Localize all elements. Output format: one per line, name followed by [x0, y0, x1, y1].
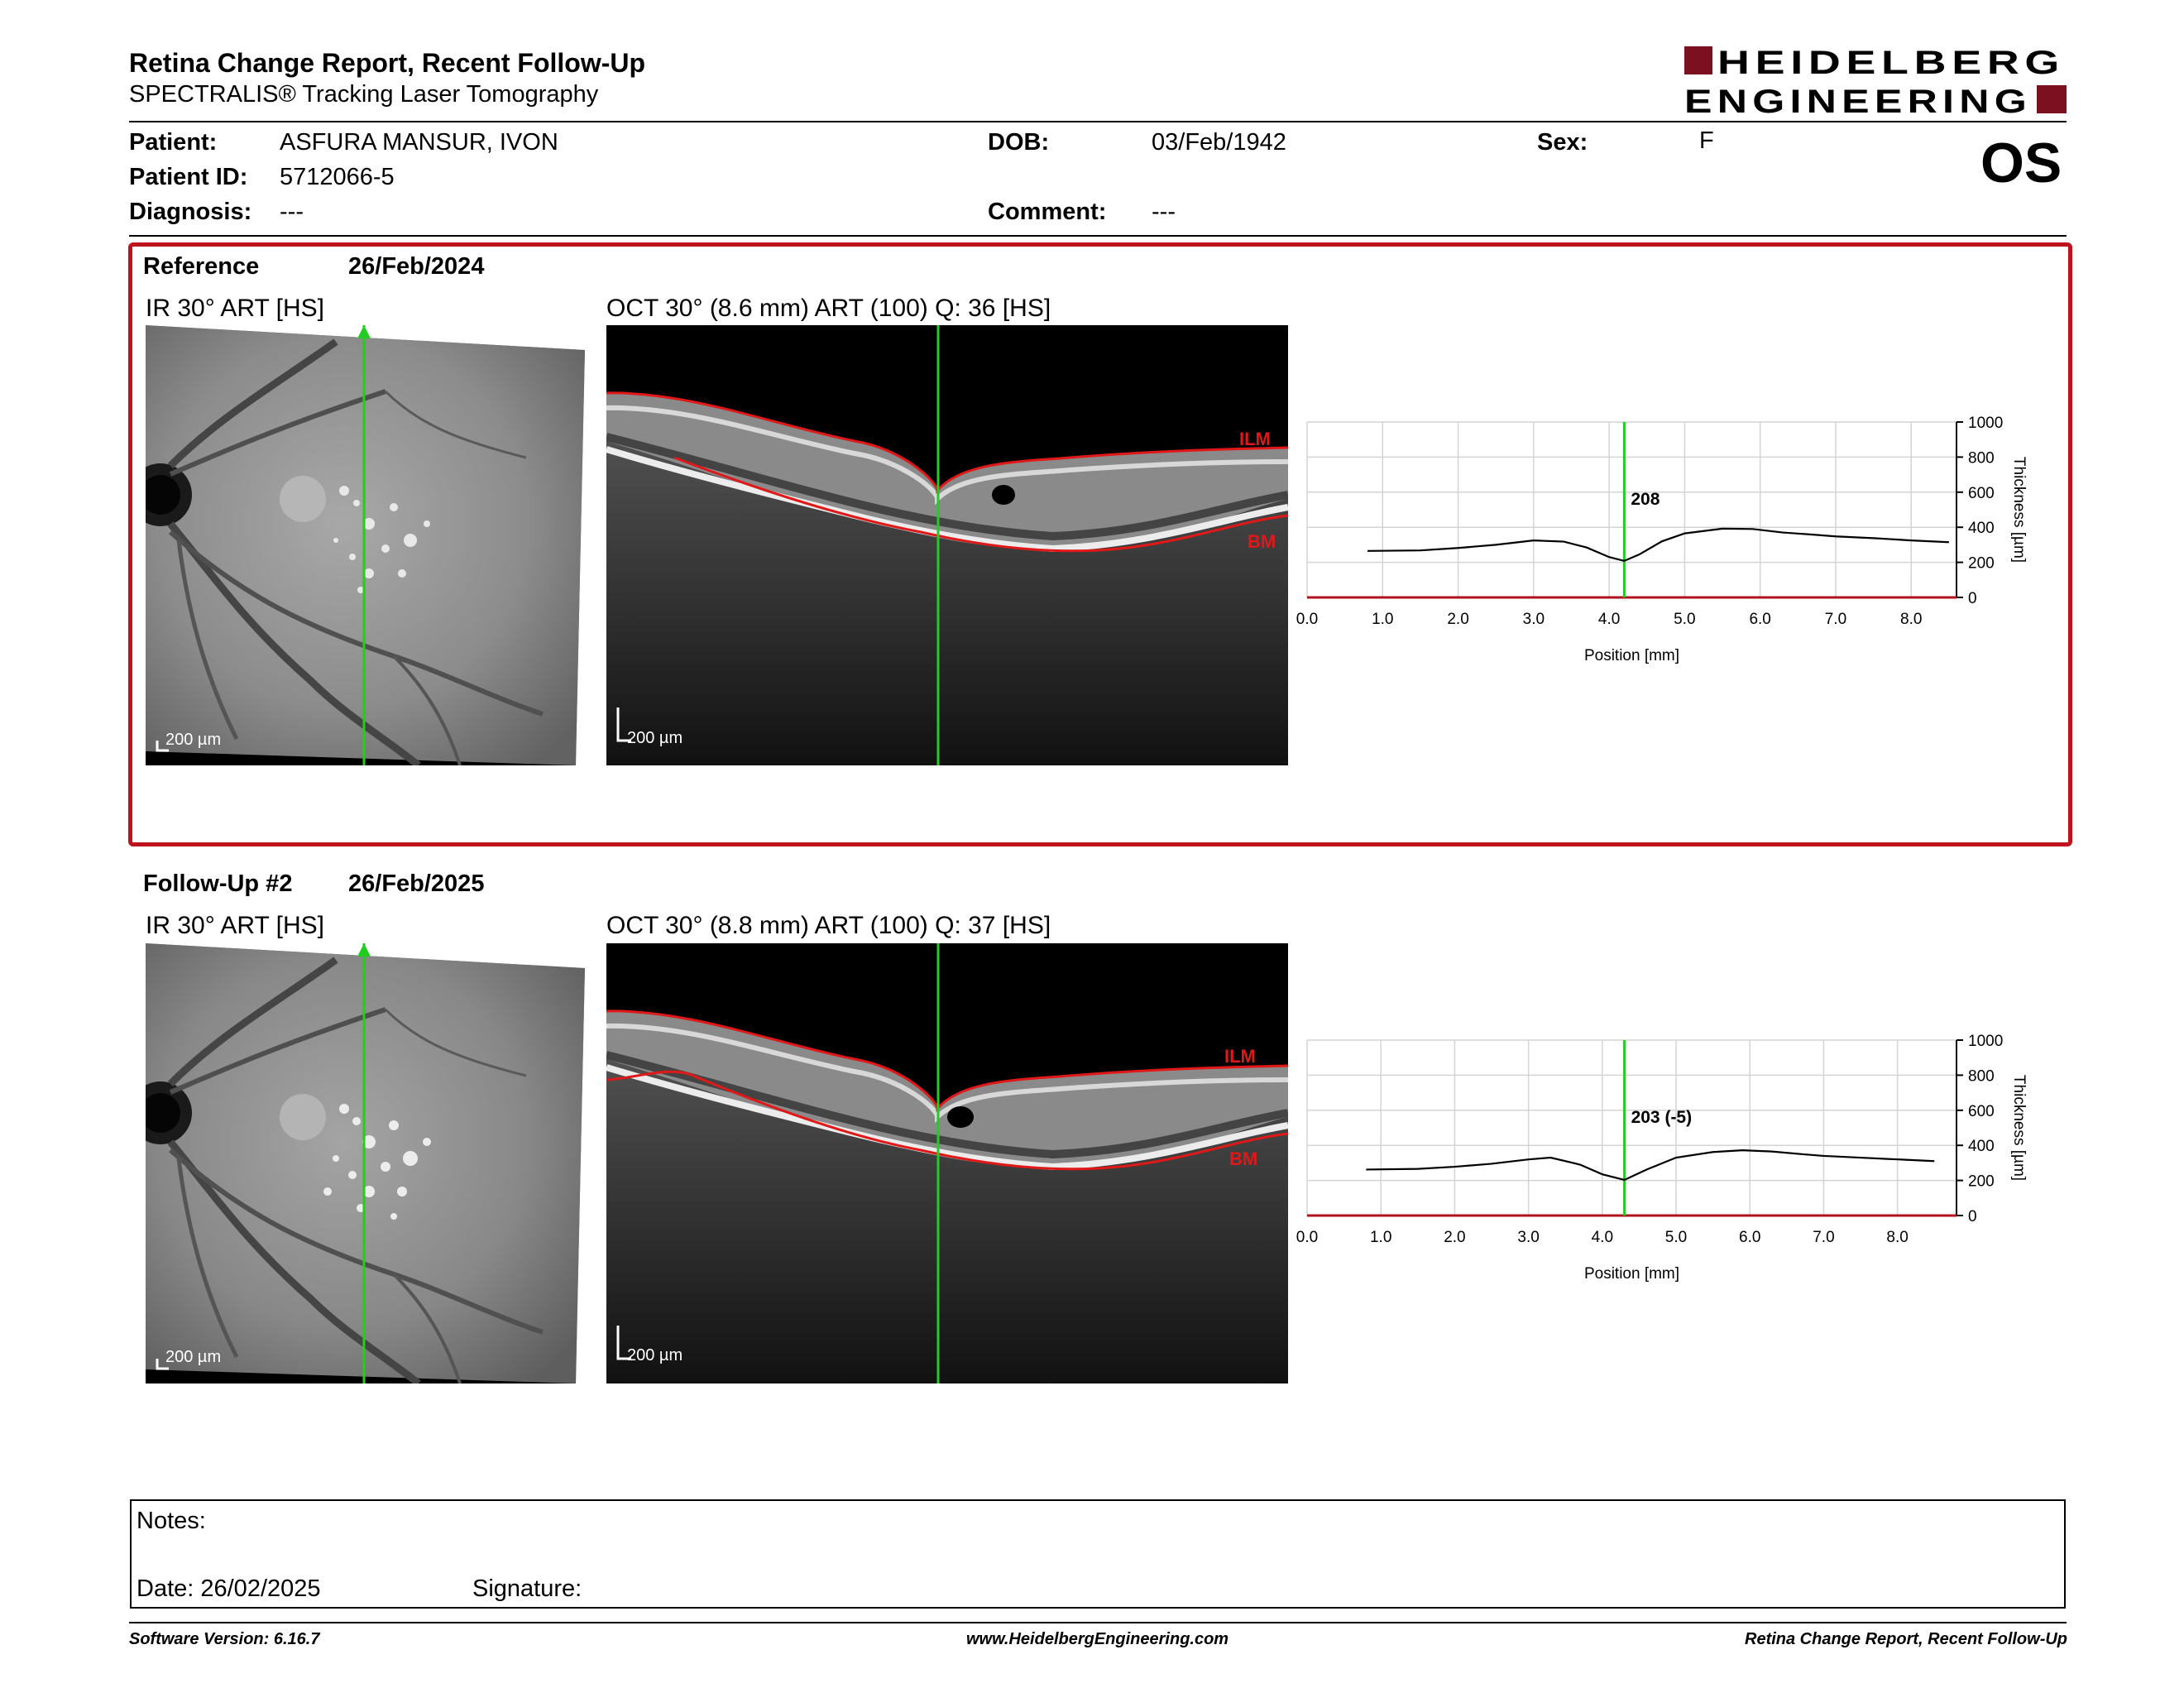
x-tick-label: 0.0 — [1296, 611, 1318, 628]
y-tick-label: 200 — [1968, 555, 1995, 573]
x-tick-label: 4.0 — [1592, 1229, 1613, 1246]
dob-value: 03/Feb/1942 — [1152, 129, 1286, 156]
x-tick-label: 1.0 — [1372, 611, 1393, 628]
footer-report-name: Retina Change Report, Recent Follow-Up — [1745, 1630, 2068, 1648]
x-tick-label: 1.0 — [1370, 1229, 1391, 1246]
y-tick-label: 400 — [1968, 1138, 1995, 1155]
reference-oct-scale-bar: 200 µm — [627, 729, 683, 747]
reference-oct-image[interactable] — [606, 325, 1288, 765]
reference-bm-label: BM — [1248, 531, 1276, 552]
y-tick-label: 200 — [1968, 1173, 1995, 1191]
comment-label: Comment: — [988, 199, 1107, 225]
dob-label: DOB: — [988, 129, 1050, 156]
reference-ir-scale-bar: 200 µm — [165, 731, 222, 749]
reference-label: Reference — [143, 253, 260, 280]
y-tick-label: 400 — [1968, 520, 1995, 537]
y-tick-label: 1000 — [1968, 1033, 2003, 1050]
svg-text:HEIDELBERG: HEIDELBERG — [1717, 45, 2065, 81]
followup-date: 26/Feb/2025 — [348, 870, 485, 897]
y-tick-label: 800 — [1968, 1067, 1995, 1085]
svg-text:ENGINEERING: ENGINEERING — [1684, 84, 2032, 116]
sex-label: Sex: — [1537, 129, 1588, 156]
x-tick-label: 2.0 — [1444, 1229, 1465, 1246]
y-tick-label: 0 — [1968, 1208, 1977, 1225]
followup-bm-label: BM — [1229, 1149, 1258, 1169]
patient-name-label: Patient: — [129, 129, 218, 156]
followup-oct-scale-bar: 200 µm — [627, 1346, 683, 1364]
signature-label: Signature: — [472, 1575, 582, 1602]
reference-ir-caption: IR 30° ART [HS] — [146, 295, 324, 322]
patient-name: ASFURA MANSUR, IVON — [280, 129, 558, 156]
x-tick-label: 0.0 — [1296, 1229, 1318, 1246]
followup-thickness-chart: 0 200 400 600 800 1000 0.0 1.0 2.0 3.0 4.0 5.0 6.0 7.… — [1296, 1033, 2028, 1283]
thickness-series-line — [1367, 527, 1949, 563]
followup-oct-caption: OCT 30° (8.8 mm) ART (100) Q: 37 [HS] — [606, 912, 1051, 939]
followup-oct-image[interactable] — [606, 943, 1288, 1383]
x-tick-label: 2.0 — [1447, 611, 1468, 628]
x-tick-label: 7.0 — [1825, 611, 1846, 628]
y-tick-label: 600 — [1968, 485, 1995, 502]
x-tick-label: 6.0 — [1739, 1229, 1760, 1246]
y-axis-label: Thickness [µm] — [2010, 1075, 2028, 1181]
patient-id: 5712066-5 — [280, 164, 395, 190]
x-tick-label: 4.0 — [1598, 611, 1620, 628]
y-tick-label: 800 — [1968, 449, 1995, 467]
notes-box[interactable]: Notes: Date: 26/02/2025 Signature: — [130, 1499, 2066, 1609]
x-tick-label: 5.0 — [1665, 1229, 1687, 1246]
footer-rule — [129, 1622, 2067, 1623]
followup-ir-caption: IR 30° ART [HS] — [146, 912, 324, 939]
y-tick-label: 0 — [1968, 590, 1977, 607]
y-tick-label: 600 — [1968, 1103, 1995, 1120]
x-axis-label: Position [mm] — [1584, 647, 1679, 664]
reference-selection-frame[interactable] — [128, 242, 2072, 846]
reference-ir-image[interactable] — [146, 325, 585, 765]
x-tick-label: 3.0 — [1523, 611, 1545, 628]
followup-label: Follow-Up #2 — [143, 870, 293, 897]
comment-value: --- — [1152, 199, 1176, 225]
report-title: Retina Change Report, Recent Follow-Up — [129, 48, 646, 78]
notes-date: Date: 26/02/2025 — [136, 1575, 321, 1602]
x-tick-label: 8.0 — [1900, 611, 1922, 628]
reference-thickness-chart: 0 200 400 600 800 1000 0.0 1.0 2.0 3.0 4.0 5.0 6.0 7.… — [1296, 415, 2028, 664]
cursor-value-label: 203 (-5) — [1631, 1108, 1693, 1127]
eye-indicator: OS — [1980, 132, 2062, 194]
notes-label: Notes: — [136, 1508, 206, 1534]
patient-rule — [129, 235, 2067, 237]
x-tick-label: 8.0 — [1886, 1229, 1908, 1246]
diagnosis-label: Diagnosis: — [129, 199, 252, 225]
x-tick-label: 6.0 — [1749, 611, 1770, 628]
patient-id-label: Patient ID: — [129, 164, 248, 190]
x-tick-label: 7.0 — [1813, 1229, 1834, 1246]
report-subtitle: SPECTRALIS® Tracking Laser Tomography — [129, 81, 599, 108]
followup-ir-image[interactable] — [146, 943, 585, 1383]
reference-oct-caption: OCT 30° (8.6 mm) ART (100) Q: 36 [HS] — [606, 295, 1051, 322]
sex-value: F — [1699, 127, 1714, 154]
x-tick-label: 5.0 — [1674, 611, 1695, 628]
reference-date: 26/Feb/2024 — [348, 253, 485, 280]
diagnosis-value: --- — [280, 199, 304, 225]
thickness-series-line — [1366, 1149, 1935, 1182]
y-axis-label: Thickness [µm] — [2010, 457, 2028, 563]
cursor-value-label: 208 — [1631, 490, 1660, 509]
y-tick-label: 1000 — [1968, 415, 2003, 432]
website-link[interactable]: www.HeidelbergEngineering.com — [966, 1630, 1229, 1648]
header-rule — [129, 121, 2067, 122]
software-version: Software Version: 6.16.7 — [129, 1630, 320, 1648]
followup-ilm-label: ILM — [1224, 1046, 1256, 1067]
heidelberg-logo: HEIDELBERG ENGINEERING — [1684, 45, 2067, 116]
x-axis-label: Position [mm] — [1584, 1265, 1679, 1283]
followup-ir-scale-bar: 200 µm — [165, 1348, 222, 1366]
reference-ilm-label: ILM — [1239, 429, 1271, 449]
x-tick-label: 3.0 — [1517, 1229, 1539, 1246]
